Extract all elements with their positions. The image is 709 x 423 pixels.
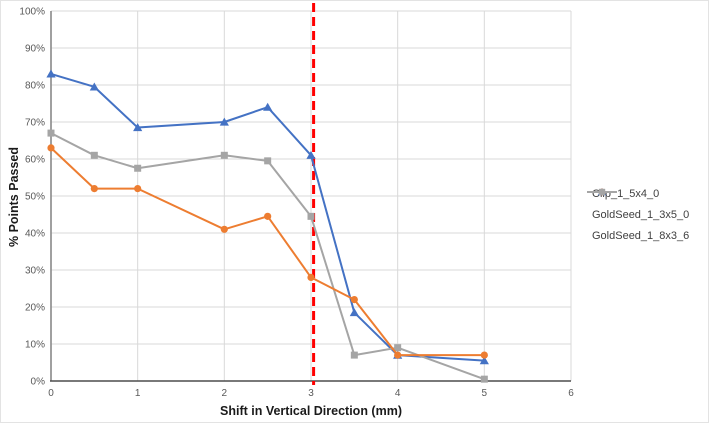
x-tick-label: 3 [308,388,314,399]
y-tick-label: 40% [25,229,45,240]
x-tick-label: 5 [482,388,488,399]
x-tick-label: 2 [222,388,228,399]
x-tick-label: 6 [568,388,574,399]
y-tick-label: 70% [25,118,45,129]
x-tick-label: 1 [135,388,141,399]
square-legend-marker-icon [587,188,617,196]
gridlines [51,10,572,381]
y-axis-title: % Points Passed [7,146,21,248]
x-tick-label: 4 [395,388,401,399]
series-GoldSeed_1_3x5_0 [47,144,488,359]
tick-labels: 0% 10% 20% 30% 40% 50% 60% 70% 80% 90% 100% 0 1 2 3 4 5 6 [19,7,574,400]
y-tick-label: 50% [25,192,45,203]
y-tick-label: 90% [25,44,45,55]
legend-label: GoldSeed_1_3x5_0 [592,208,690,221]
x-tick-label: 0 [48,388,54,399]
y-tick-label: 100% [19,7,45,18]
legend-item-GoldSeed_1_8x3_6: GoldSeed_1_8x3_6 [587,188,690,243]
y-tick-label: 0% [31,377,46,388]
series-GoldSeed_1_8x3_6 [47,129,488,383]
y-tick-label: 30% [25,266,45,277]
chart-legend: Clip_1_5x4_0 GoldSeed_1_3x5_0 GoldSeed_1_8… [587,186,689,243]
y-tick-label: 60% [25,155,45,166]
legend-label: GoldSeed_1_8x3_6 [592,229,690,242]
y-tick-label: 80% [25,81,45,92]
y-tick-label: 20% [25,303,45,314]
y-tick-label: 10% [25,340,45,351]
legend-item-GoldSeed_1_3x5_0: GoldSeed_1_3x5_0 [587,188,690,222]
x-axis-title: Shift in Vertical Direction (mm) [220,404,402,418]
series-Clip_1_5x4_0 [46,69,489,365]
legend-label: Clip_1_5x4_0 [592,187,660,200]
